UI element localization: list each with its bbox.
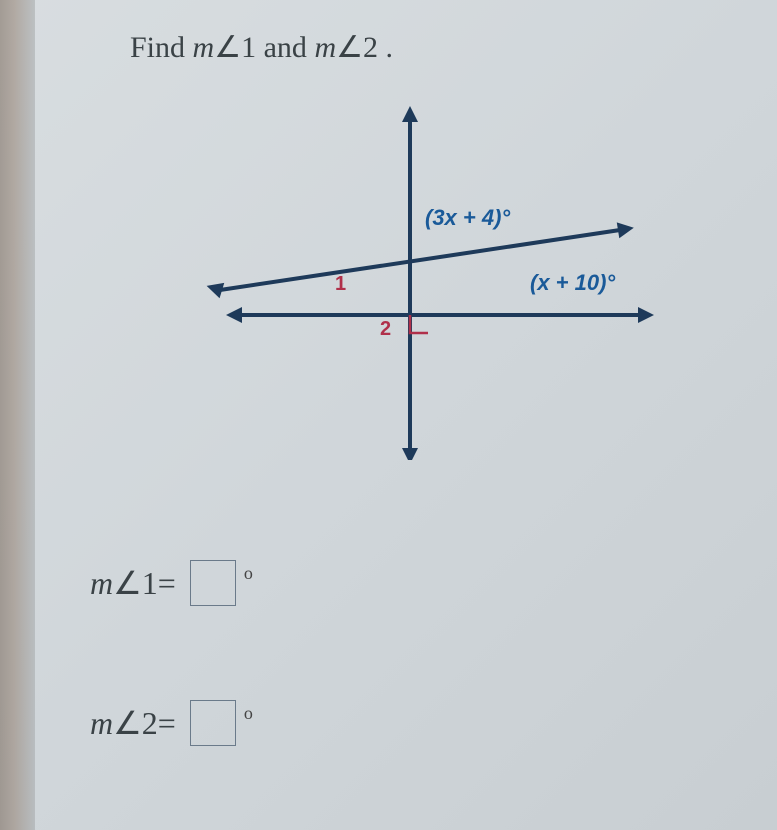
angle-diagram: (3x + 4)° (x + 10)° 1 2 — [140, 100, 660, 460]
a2-m: m — [90, 705, 113, 742]
label-expr1: (3x + 4)° — [425, 205, 510, 230]
a1-angle: ∠1 — [113, 564, 158, 602]
page-left-shadow — [0, 0, 35, 830]
answer-row-1: m∠1 = o — [90, 560, 253, 606]
a1-m: m — [90, 565, 113, 602]
answer-row-2: m∠2 = o — [90, 700, 253, 746]
right-angle-marker — [410, 315, 428, 333]
q-m1: m — [193, 31, 215, 64]
a1-deg: o — [244, 563, 253, 584]
answer-input-2[interactable] — [190, 700, 236, 746]
label-angle1: 1 — [335, 273, 346, 295]
q-prefix: Find — [130, 31, 193, 64]
answer-input-1[interactable] — [190, 560, 236, 606]
q-and: and — [256, 31, 314, 64]
a2-deg: o — [244, 703, 253, 724]
q-angle1: ∠1 — [214, 31, 256, 64]
question-text: Find m∠1 and m∠2 . — [130, 30, 393, 65]
a1-eq: = — [158, 565, 176, 602]
q-m2: m — [314, 31, 336, 64]
q-period: . — [378, 31, 393, 64]
label-angle2: 2 — [380, 318, 391, 340]
label-expr2: (x + 10)° — [530, 270, 615, 295]
q-angle2: ∠2 — [336, 31, 378, 64]
a2-angle: ∠2 — [113, 704, 158, 742]
worksheet-content: Find m∠1 and m∠2 . (3x + 4)° (x + 10)° 1… — [60, 0, 777, 830]
a2-eq: = — [158, 705, 176, 742]
